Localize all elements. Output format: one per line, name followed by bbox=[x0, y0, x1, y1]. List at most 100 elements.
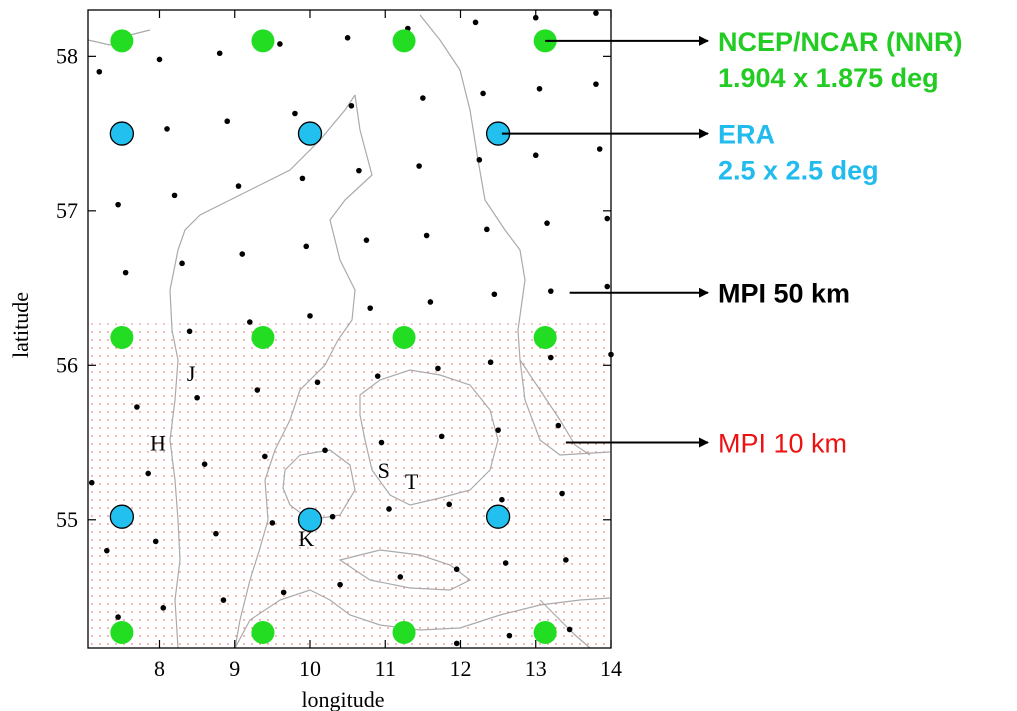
mpi-50km-point bbox=[566, 626, 573, 633]
mpi-50km-point bbox=[604, 215, 611, 222]
ncep-point bbox=[251, 621, 275, 645]
mpi-50km-point bbox=[307, 313, 313, 319]
mpi-50km-point bbox=[423, 232, 430, 239]
x-tick-label: 10 bbox=[299, 656, 321, 681]
mpi-50km-point bbox=[420, 95, 426, 101]
mpi-50km-point bbox=[145, 470, 152, 477]
annotation-subtitle: 2.5 x 2.5 deg bbox=[718, 156, 879, 186]
x-tick-label: 13 bbox=[525, 656, 547, 681]
mpi-50km-point bbox=[476, 157, 483, 163]
y-tick-label: 58 bbox=[56, 43, 78, 68]
mpi-50km-point bbox=[427, 299, 434, 305]
mpi-50km-point bbox=[593, 81, 599, 87]
mpi-50km-point bbox=[88, 479, 95, 486]
mpi-50km-point bbox=[547, 288, 554, 294]
mpi-50km-point bbox=[348, 102, 355, 109]
y-axis-label: latitude bbox=[8, 292, 33, 358]
mpi-50km-point bbox=[194, 394, 200, 401]
mpi-50km-point bbox=[356, 167, 362, 174]
mpi-50km-point bbox=[186, 328, 193, 335]
mpi-50km-point bbox=[499, 496, 505, 503]
mpi-50km-point bbox=[532, 152, 539, 159]
mpi-50km-point bbox=[104, 547, 110, 554]
mpi-50km-point bbox=[559, 490, 565, 497]
mpi-50km-point bbox=[262, 453, 268, 460]
place-label: J bbox=[187, 361, 196, 386]
mpi-50km-point bbox=[299, 175, 306, 182]
mpi-50km-point bbox=[160, 605, 167, 611]
ncep-points bbox=[110, 29, 557, 645]
mpi-50km-point bbox=[269, 520, 276, 526]
x-axis-label: longitude bbox=[301, 687, 384, 711]
mpi-50km-point bbox=[480, 90, 486, 97]
x-axis-ticks: 8 9 10 11 12 13 14 bbox=[154, 10, 622, 681]
mpi-50km-point bbox=[344, 35, 351, 41]
mpi-50km-point bbox=[491, 291, 498, 298]
mpi-50km-point bbox=[547, 354, 554, 361]
mpi-50km-point bbox=[472, 19, 479, 26]
mpi-50km-point bbox=[453, 640, 460, 647]
annotation-title: MPI 50 km bbox=[718, 279, 850, 309]
mpi-50km-point bbox=[435, 365, 441, 372]
mpi-50km-point bbox=[593, 10, 599, 16]
ncep-point bbox=[110, 621, 134, 645]
mpi-50km-point bbox=[329, 513, 336, 520]
mpi-50km-point bbox=[235, 183, 242, 189]
mpi-50km-point bbox=[171, 192, 178, 199]
mpi-50km-point bbox=[220, 597, 227, 603]
mpi-50km-point bbox=[484, 226, 490, 233]
x-tick-label: 9 bbox=[229, 656, 240, 681]
mpi-50km-point bbox=[438, 433, 445, 440]
annotation-subtitle: 1.904 x 1.875 deg bbox=[718, 63, 939, 93]
era-points bbox=[109, 121, 511, 532]
x-tick-label: 11 bbox=[375, 656, 396, 681]
ncep-point bbox=[110, 325, 134, 349]
ncep-point bbox=[251, 325, 275, 349]
mpi-50km-point bbox=[164, 126, 170, 132]
mpi-50km-point bbox=[115, 201, 121, 208]
mpi-50km-point bbox=[303, 243, 310, 250]
annotation-title: NCEP/NCAR (NNR) bbox=[718, 27, 963, 57]
x-tick-label: 12 bbox=[449, 656, 471, 681]
mpi-50km-point bbox=[416, 163, 422, 169]
mpi-50km-point bbox=[213, 530, 219, 537]
ncep-point bbox=[533, 325, 557, 349]
mpi-50km-point bbox=[397, 574, 404, 580]
y-tick-label: 57 bbox=[56, 198, 78, 223]
place-label: H bbox=[150, 430, 166, 455]
x-tick-label: 8 bbox=[154, 656, 165, 681]
era-point bbox=[297, 121, 323, 146]
mpi-50km-point bbox=[216, 50, 223, 57]
x-tick-label: 14 bbox=[600, 656, 622, 681]
mpi-50km-point bbox=[555, 422, 562, 429]
era-point bbox=[297, 507, 323, 532]
ncep-point bbox=[392, 325, 416, 349]
mpi-50km-point bbox=[378, 439, 385, 446]
place-labels: J H S T K bbox=[150, 361, 419, 551]
mpi-50km-point bbox=[563, 557, 569, 563]
ncep-point bbox=[251, 29, 275, 53]
mpi-50km-point bbox=[239, 251, 246, 257]
y-tick-label: 56 bbox=[56, 352, 78, 377]
annotations: NCEP/NCAR (NNR) 1.904 x 1.875 deg ERA 2.5 x… bbox=[501, 27, 963, 459]
mpi-50km-point bbox=[604, 283, 611, 290]
mpi-50km-point bbox=[179, 260, 185, 267]
era-point bbox=[109, 121, 135, 146]
mpi-50km-point bbox=[277, 41, 283, 47]
mpi-50km-point bbox=[337, 581, 343, 588]
place-label: S bbox=[378, 458, 390, 483]
mpi-50km-point bbox=[156, 56, 163, 63]
y-tick-label: 55 bbox=[56, 507, 78, 532]
mpi-50km-point bbox=[453, 566, 460, 573]
plot-area: J H S T K bbox=[87, 9, 614, 649]
mpi-50km-point bbox=[446, 501, 453, 508]
mpi-50km-point bbox=[506, 632, 513, 639]
place-label: K bbox=[298, 526, 314, 551]
plot-frame bbox=[87, 9, 612, 649]
ncep-point bbox=[533, 621, 557, 645]
mpi-50km-point bbox=[314, 379, 321, 386]
mpi-50km-point bbox=[495, 427, 501, 433]
mpi-50km-point bbox=[152, 538, 159, 545]
era-point bbox=[485, 504, 511, 529]
